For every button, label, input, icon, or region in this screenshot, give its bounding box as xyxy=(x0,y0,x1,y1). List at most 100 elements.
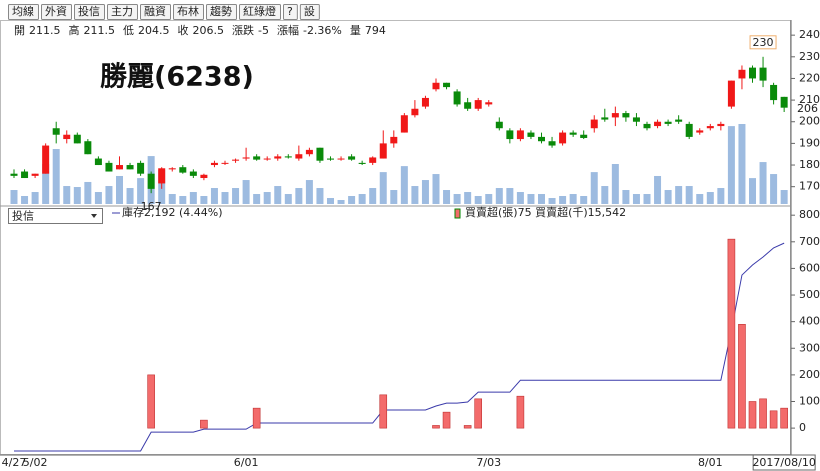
candle-body xyxy=(221,162,229,164)
candle-body xyxy=(73,134,81,144)
volume-bar xyxy=(632,194,640,204)
candle-body xyxy=(210,162,218,166)
volume-bar xyxy=(559,196,567,204)
candle-body xyxy=(780,96,788,108)
candle-body xyxy=(696,130,704,133)
button-label[interactable]: 趨勢 xyxy=(210,4,232,18)
legend-swatch xyxy=(454,208,461,219)
volume-bar xyxy=(284,194,292,204)
toolbar-button[interactable]: ? xyxy=(283,4,298,20)
candle-body xyxy=(116,165,123,170)
net-buy-bar xyxy=(759,398,767,429)
net-buy-bar xyxy=(474,398,483,429)
button-label[interactable]: 主力 xyxy=(111,5,133,18)
volume-bar xyxy=(780,190,788,204)
quote-value: -2.36% xyxy=(303,24,342,37)
button-label[interactable]: 投信 xyxy=(78,4,100,18)
toolbar-button[interactable]: 紅綠燈 xyxy=(239,4,281,20)
quote-label: 高 xyxy=(69,23,80,37)
candle-body xyxy=(337,158,345,160)
button-label[interactable]: ? xyxy=(287,5,293,18)
volume-bar xyxy=(580,196,588,204)
candle-body xyxy=(601,117,609,120)
selector-text[interactable]: 投信 xyxy=(12,209,34,223)
high-box xyxy=(749,35,777,50)
button-box[interactable] xyxy=(107,4,138,20)
volume-bar xyxy=(305,180,313,204)
candle-body xyxy=(232,159,240,161)
candle-body xyxy=(358,162,366,164)
toolbar-button[interactable]: 融資 xyxy=(140,4,171,20)
quote-value: 211.5 xyxy=(29,24,61,37)
net-buy-bar xyxy=(463,425,472,429)
volume-bar xyxy=(443,190,451,204)
button-box[interactable] xyxy=(239,4,281,20)
candle-body xyxy=(443,82,451,88)
selector[interactable]: 投信 xyxy=(8,208,103,224)
legend-label: 買賣超(張)75 買賣超(千)15,542 xyxy=(465,205,626,219)
y-tick-label: 190 xyxy=(799,136,820,149)
button-label[interactable]: 紅綠燈 xyxy=(243,4,276,18)
net-buy-bar xyxy=(432,425,440,429)
volume-bar xyxy=(474,196,482,204)
volume-bar xyxy=(105,186,113,204)
volume-bar xyxy=(654,175,662,204)
selector-box[interactable] xyxy=(8,208,103,224)
button-label[interactable]: 均線 xyxy=(12,4,34,18)
candle-body xyxy=(189,171,197,176)
button-box[interactable] xyxy=(74,4,105,20)
volume-bar xyxy=(369,188,377,204)
plot: 170 180 190 200 210 220 230 240 4/275/02 6/01 7/03… xyxy=(2,28,820,471)
net-buy-bar xyxy=(200,419,208,429)
y-tick-label: 230 xyxy=(799,50,820,63)
button-label[interactable]: 融資 xyxy=(144,5,166,18)
button-label[interactable]: 外資 xyxy=(45,5,67,18)
toolbar-button[interactable]: 均線 xyxy=(8,4,39,20)
volume-bar xyxy=(337,200,345,204)
y-tick-label: 200 xyxy=(799,368,820,381)
volume-bar xyxy=(717,188,725,204)
volume-bar xyxy=(42,164,50,204)
x-tick-label: 7/03 xyxy=(476,456,501,469)
button-box[interactable] xyxy=(206,4,237,20)
volume-bar xyxy=(675,186,683,204)
x-tick-label: 2017/08/10 xyxy=(752,456,815,469)
candle-body xyxy=(527,132,535,137)
candle-body xyxy=(474,100,482,109)
y-tick-label: 600 xyxy=(799,261,820,274)
candle-body xyxy=(316,147,324,161)
candle-body xyxy=(632,117,640,122)
last-price: 206 xyxy=(797,102,818,115)
volume-bar xyxy=(358,194,366,204)
volume-bar xyxy=(31,192,39,204)
candle-body xyxy=(569,132,577,135)
candle-body xyxy=(263,158,271,160)
toolbar-button[interactable]: 投信 xyxy=(74,4,105,20)
toolbar-button[interactable]: 布林 xyxy=(173,4,204,20)
button-label[interactable]: 布林 xyxy=(177,4,199,18)
button-box[interactable] xyxy=(8,4,39,20)
volume-bar xyxy=(464,192,472,204)
selector-arrow[interactable] xyxy=(91,214,97,218)
toolbar-button[interactable]: 主力 xyxy=(107,4,138,20)
y-tick-label: 500 xyxy=(799,288,820,301)
button-box[interactable] xyxy=(299,4,320,20)
button-box[interactable] xyxy=(140,4,171,20)
volume-bar xyxy=(432,174,440,204)
quote-label: 低 xyxy=(123,24,134,37)
toolbar-button[interactable]: 趨勢 xyxy=(206,4,237,20)
candle-body xyxy=(538,136,545,142)
button-box[interactable] xyxy=(283,4,298,20)
net-buy-bar xyxy=(780,407,788,429)
button-box[interactable] xyxy=(41,4,72,20)
net-buy-bar xyxy=(748,401,757,429)
volume-bar xyxy=(179,196,187,204)
button-label[interactable]: 設 xyxy=(304,4,315,18)
volume-bar xyxy=(327,198,334,204)
button-box[interactable] xyxy=(173,4,204,20)
toolbar-button[interactable]: 設 xyxy=(299,4,320,20)
toolbar-button[interactable]: 外資 xyxy=(41,4,72,20)
volume-bar xyxy=(643,194,651,204)
y-tick-label: 700 xyxy=(799,235,820,248)
